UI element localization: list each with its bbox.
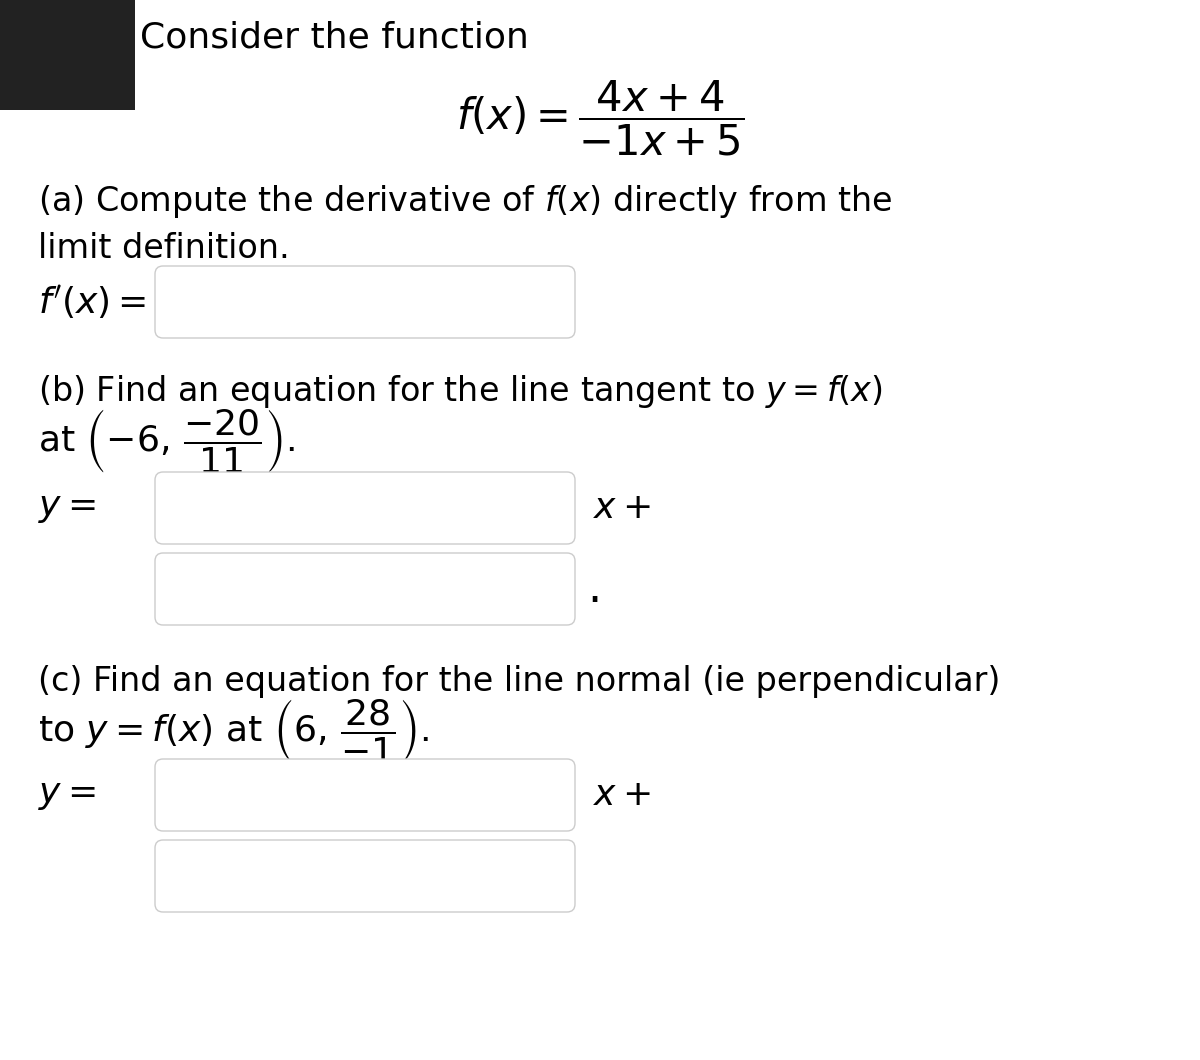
Text: (a) Compute the derivative of $f(x)$ directly from the: (a) Compute the derivative of $f(x)$ dir… [38,183,892,220]
FancyBboxPatch shape [155,553,575,625]
Text: (c) Find an equation for the line normal (ie perpendicular): (c) Find an equation for the line normal… [38,666,1001,699]
Text: $x+$: $x+$ [593,491,650,525]
FancyBboxPatch shape [155,759,575,831]
FancyBboxPatch shape [0,0,134,110]
Text: (b) Find an equation for the line tangent to $y = f(x)$: (b) Find an equation for the line tangen… [38,373,883,410]
Text: to $y = f(x)$ at $\left(6,\, \dfrac{28}{-1}\right).$: to $y = f(x)$ at $\left(6,\, \dfrac{28}{… [38,697,428,766]
Text: at $\left(-6,\, \dfrac{-20}{11}\right).$: at $\left(-6,\, \dfrac{-20}{11}\right).$ [38,408,295,476]
Text: Consider the function: Consider the function [140,21,529,55]
Text: .: . [587,567,601,611]
FancyBboxPatch shape [155,840,575,912]
Text: $f'(x) =$: $f'(x) =$ [38,283,146,321]
Text: $x+$: $x+$ [593,778,650,812]
Text: $y =$: $y =$ [38,778,96,812]
Text: $y =$: $y =$ [38,491,96,525]
Text: limit definition.: limit definition. [38,231,289,265]
FancyBboxPatch shape [155,472,575,544]
FancyBboxPatch shape [155,266,575,338]
Text: $f(x) = \dfrac{4x + 4}{-1x + 5}$: $f(x) = \dfrac{4x + 4}{-1x + 5}$ [456,78,744,158]
